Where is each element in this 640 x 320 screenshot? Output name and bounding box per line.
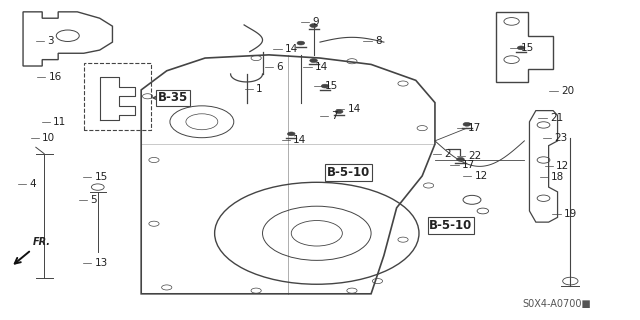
Circle shape — [517, 46, 525, 50]
Text: B-5-10: B-5-10 — [327, 166, 371, 179]
Text: 14: 14 — [293, 135, 307, 145]
Text: 17: 17 — [468, 123, 481, 133]
Text: 12: 12 — [474, 171, 488, 181]
Text: 8: 8 — [375, 36, 381, 46]
Text: 9: 9 — [312, 17, 319, 28]
Text: 23: 23 — [554, 133, 568, 143]
Circle shape — [335, 110, 343, 114]
Text: 22: 22 — [468, 151, 481, 161]
Circle shape — [297, 41, 305, 45]
Text: 12: 12 — [556, 161, 570, 171]
Text: 19: 19 — [564, 209, 577, 219]
Text: S0X4-A0700■: S0X4-A0700■ — [522, 299, 591, 309]
Circle shape — [287, 132, 295, 136]
Text: FR.: FR. — [33, 237, 51, 247]
Text: 15: 15 — [325, 81, 339, 91]
Circle shape — [310, 59, 317, 62]
Text: 6: 6 — [276, 62, 283, 72]
Text: 16: 16 — [49, 72, 62, 82]
Text: B-5-10: B-5-10 — [429, 219, 472, 232]
Text: 3: 3 — [47, 36, 54, 45]
Text: 7: 7 — [332, 111, 338, 121]
Text: 17: 17 — [462, 160, 475, 170]
Circle shape — [457, 157, 465, 161]
Text: 18: 18 — [551, 172, 564, 181]
Text: 14: 14 — [285, 44, 298, 54]
Text: 5: 5 — [90, 195, 97, 205]
Text: 10: 10 — [42, 133, 55, 143]
Text: 4: 4 — [29, 179, 36, 189]
Text: 11: 11 — [53, 117, 67, 127]
Text: 21: 21 — [550, 113, 563, 123]
Text: 1: 1 — [256, 84, 263, 94]
Text: 15: 15 — [95, 172, 108, 181]
Text: 20: 20 — [561, 85, 574, 96]
Circle shape — [321, 84, 329, 88]
Text: B-35: B-35 — [158, 92, 188, 104]
Circle shape — [310, 24, 317, 28]
Circle shape — [463, 123, 470, 126]
Text: 2: 2 — [445, 149, 451, 159]
Text: 15: 15 — [521, 43, 534, 53]
Text: 14: 14 — [315, 62, 328, 72]
Text: 14: 14 — [348, 104, 361, 114]
Text: 13: 13 — [95, 258, 108, 268]
